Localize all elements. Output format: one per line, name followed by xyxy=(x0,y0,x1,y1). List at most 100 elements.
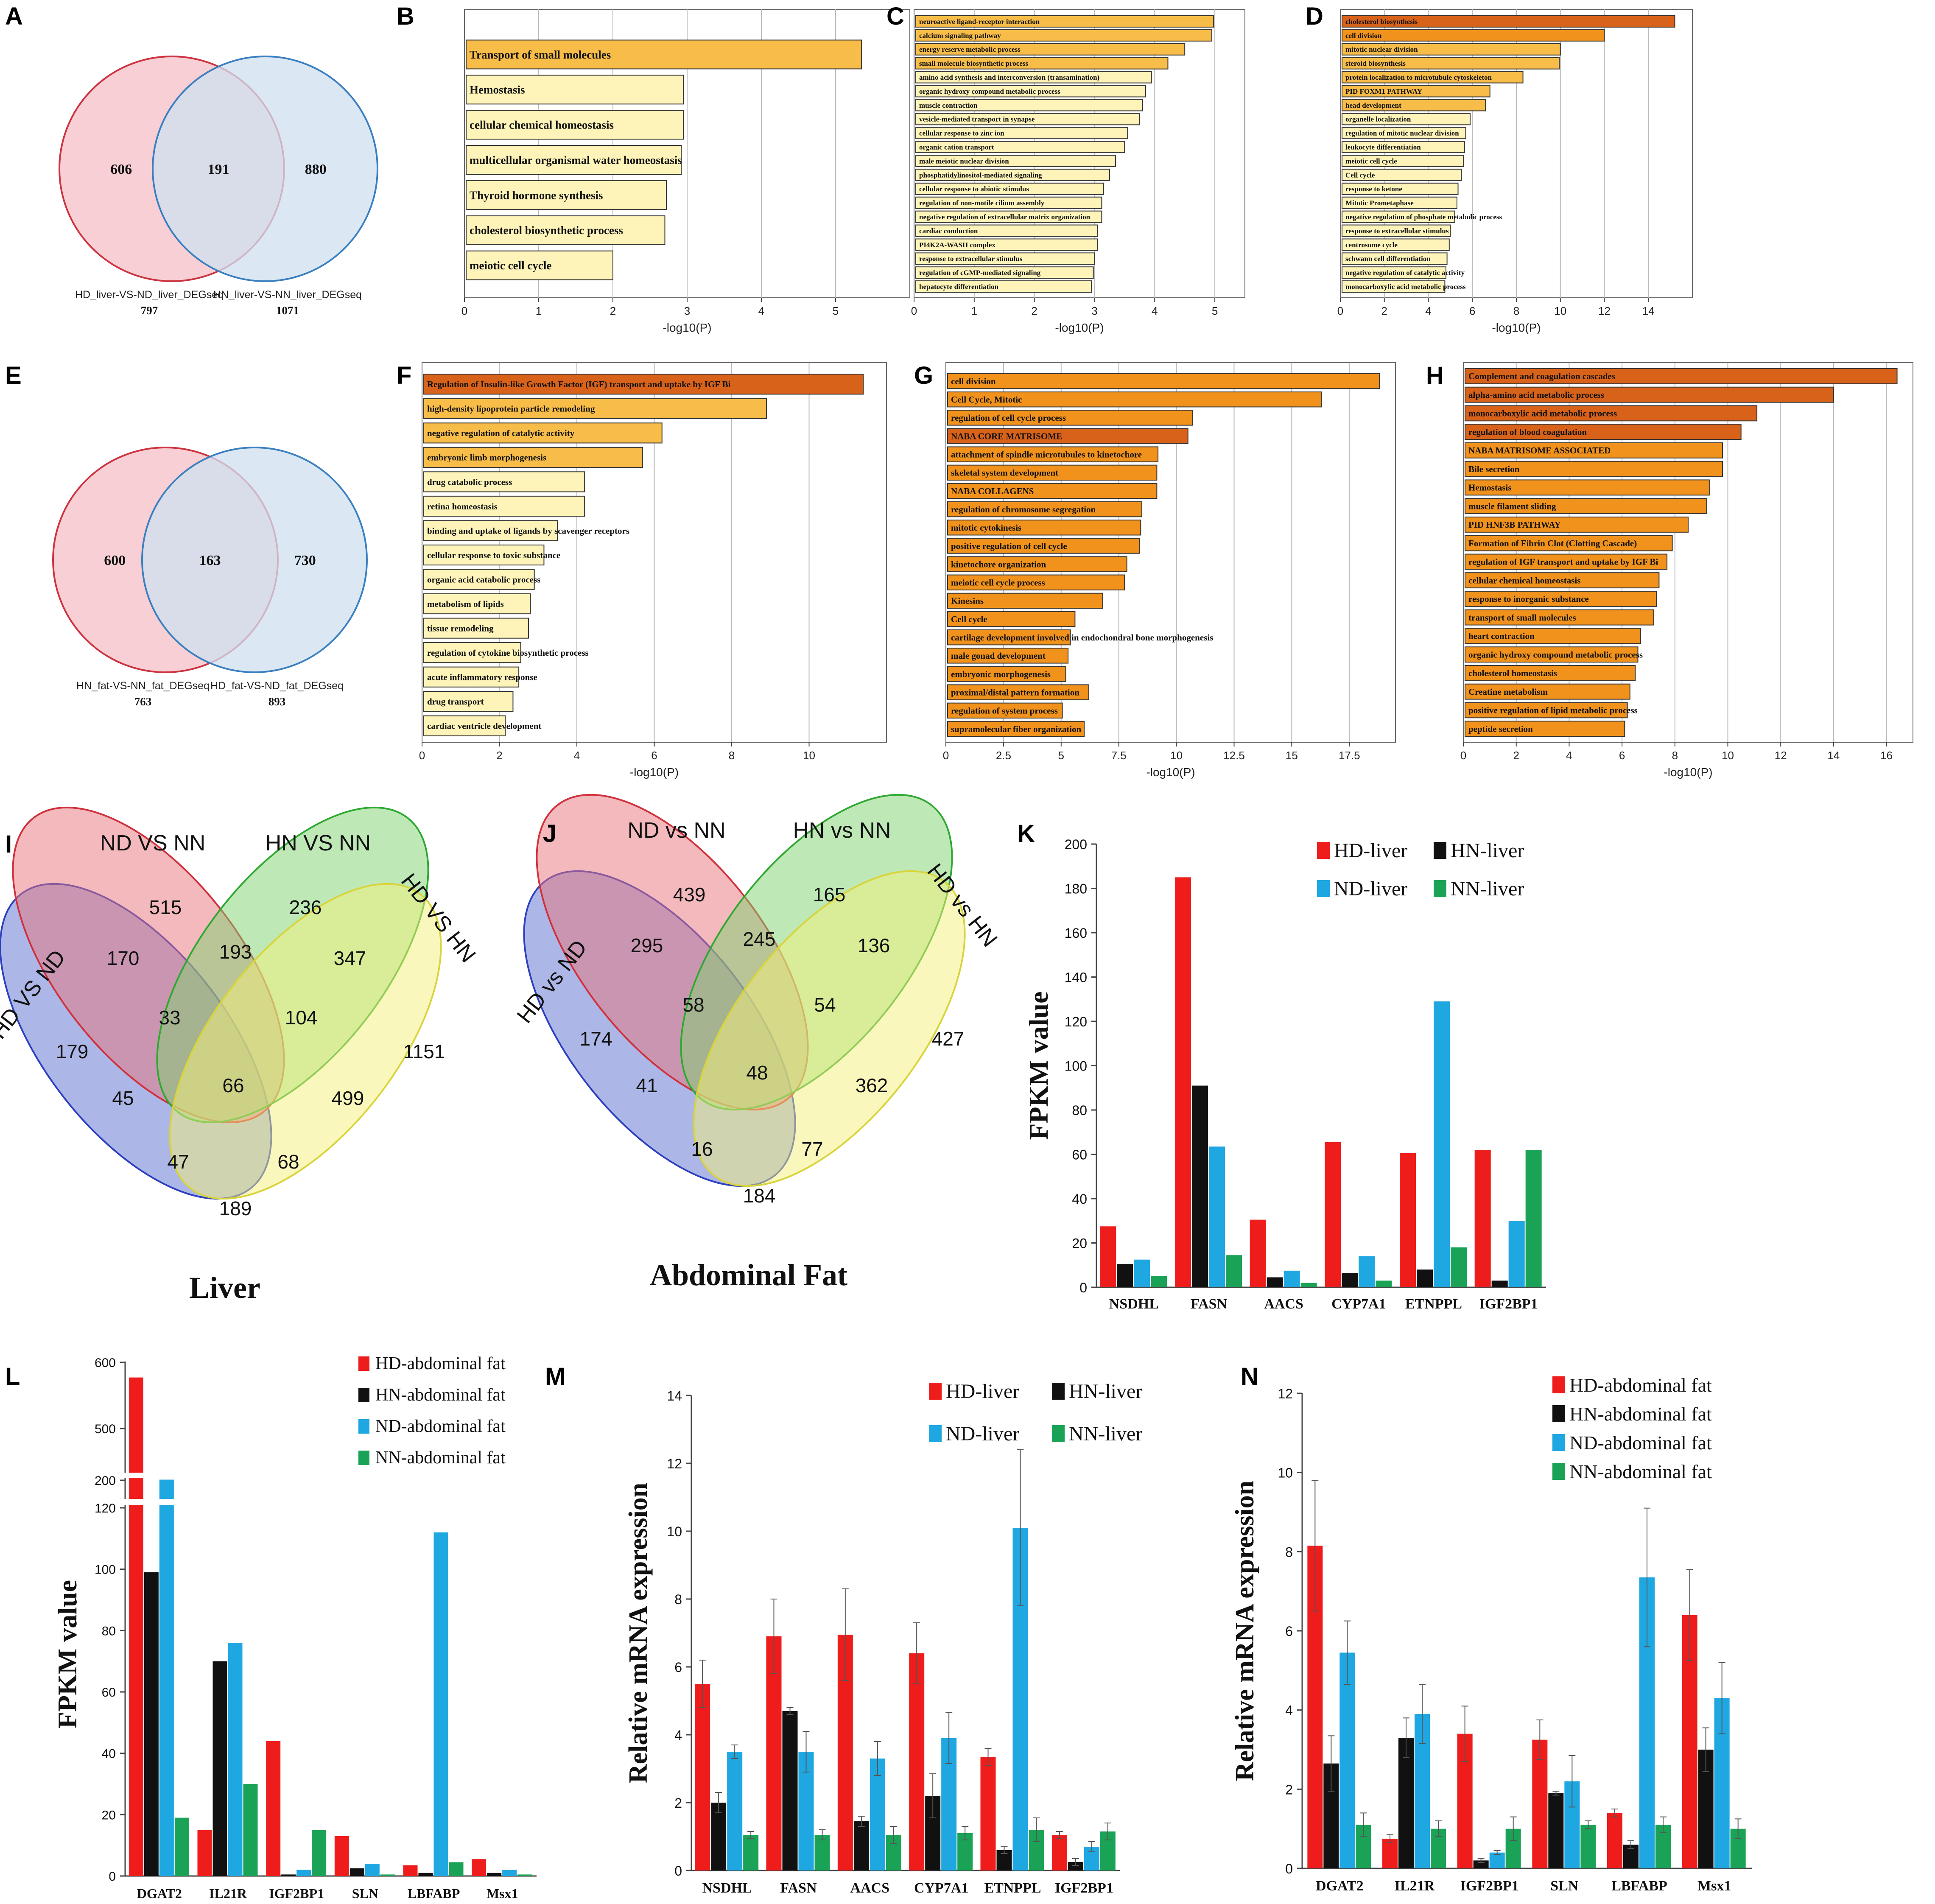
go-term-label: small molecule biosynthetic process xyxy=(919,59,1028,67)
venn-count-right: 880 xyxy=(305,162,327,177)
go-term-label: cholesterol biosynthetic process xyxy=(470,224,623,237)
x-tick-label: 0 xyxy=(1337,305,1343,317)
y-tick-label: 0 xyxy=(1285,1861,1293,1876)
go-term-label: schwann cell differentiation xyxy=(1345,255,1431,263)
bar-hn-liver xyxy=(1417,1269,1433,1287)
x-tick-label: 0 xyxy=(1460,749,1466,762)
go-bar xyxy=(423,715,506,736)
bar-chart-k: 0 20 40 60 80 100 120 140 160 180 200 FPKM value NSD… xyxy=(1023,837,1546,1312)
bar-hn-abdominal-fat xyxy=(1548,1793,1564,1868)
go-term-label: Bile secretion xyxy=(1468,464,1520,474)
go-bar xyxy=(1342,127,1466,140)
go-bar xyxy=(915,210,1102,223)
go-term-label: Kinesins xyxy=(951,596,984,606)
x-tick-label: 8 xyxy=(1672,749,1678,762)
venn2-a: 606 191 880 HD_liver-VS-ND_liver_DEGseq 797 H… xyxy=(59,56,378,317)
venn-set-total-left: 763 xyxy=(134,695,152,708)
x-category-label: ETNPPL xyxy=(1405,1296,1462,1312)
venn-set-label-left: HD_liver-VS-ND_liver_DEGseq xyxy=(75,289,224,301)
go-bar xyxy=(915,238,1098,251)
legend-swatch xyxy=(358,1356,369,1371)
bar-nd-liver xyxy=(1209,1146,1225,1287)
venn4-count-ad: 184 xyxy=(743,1185,776,1207)
x-tick-label: 2 xyxy=(1031,305,1037,317)
go-term-label: embryonic limb morphogenesis xyxy=(427,453,546,463)
go-bar xyxy=(1465,665,1636,681)
go-term-label: leukocyte differentiation xyxy=(1345,143,1421,151)
bar-nd-abdominal-fat xyxy=(502,1870,517,1876)
bar-nd-liver xyxy=(1508,1221,1525,1287)
venn4-set-label-2: HN vs NN xyxy=(793,818,891,843)
go-bar xyxy=(915,29,1212,42)
go-term-label: Cell cycle xyxy=(951,614,987,624)
go-term-label: regulation of system process xyxy=(951,706,1058,716)
x-category-label: FASN xyxy=(780,1880,817,1896)
venn4-set-label-2: HN VS NN xyxy=(266,831,371,856)
bar-hn-liver xyxy=(711,1803,727,1870)
legend-label: HD-liver xyxy=(1334,839,1407,862)
x-tick-label: 2 xyxy=(610,305,616,317)
venn-set-total-left: 797 xyxy=(141,304,158,317)
go-term-label: Creatine metabolism xyxy=(1468,687,1548,697)
venn4-set-ellipse xyxy=(693,870,966,1187)
panel-letter-e: E xyxy=(5,362,22,389)
x-category-label: LBFABP xyxy=(408,1886,460,1901)
venn4-set-label-1: ND VS NN xyxy=(100,831,205,856)
panel-letter-a: A xyxy=(5,3,23,30)
bar-nn-abdominal-fat xyxy=(174,1817,189,1876)
legend-swatch xyxy=(1052,1425,1065,1442)
bar-hn-liver xyxy=(853,1821,869,1870)
go-bar xyxy=(1465,368,1898,384)
bar-nn-liver xyxy=(814,1835,830,1870)
panel-letter-i: I xyxy=(5,830,12,858)
x-tick-label: 0 xyxy=(911,305,917,317)
panel-letter-f: F xyxy=(397,362,411,389)
go-term-label: embryonic morphogenesis xyxy=(951,669,1051,679)
x-category-label: IL21R xyxy=(209,1886,247,1901)
go-term-label: organic acid catabolic process xyxy=(427,574,540,584)
panel-letter-d: D xyxy=(1306,3,1323,30)
y-tick-label: 0 xyxy=(1079,1280,1087,1295)
go-term-label: regulation of blood coagulation xyxy=(1468,427,1587,437)
x-tick-label: 2 xyxy=(496,749,502,762)
go-bar xyxy=(1342,182,1459,195)
go-bar xyxy=(915,57,1169,70)
bar-hd-abdominal-fat xyxy=(334,1836,349,1876)
legend-label: ND-abdominal fat xyxy=(375,1417,506,1436)
y-tick-label: 2 xyxy=(674,1795,682,1811)
venn4-set-label-1: ND vs NN xyxy=(627,818,725,843)
bar-nn-abdominal-fat xyxy=(243,1784,258,1876)
go-bar xyxy=(1342,266,1446,279)
go-term-label: meiotic cell cycle xyxy=(470,259,551,272)
go-bar xyxy=(915,224,1098,237)
go-term-label: cartilage development involved in endoch… xyxy=(951,632,1213,643)
go-term-label: proximal/distal pattern formation xyxy=(951,687,1079,697)
go-bar xyxy=(947,520,1141,536)
bar-hd-abdominal-fat xyxy=(1532,1739,1548,1868)
go-bar xyxy=(947,702,1063,719)
venn4-title: Abdominal Fat xyxy=(650,1258,847,1292)
go-bar xyxy=(915,127,1128,140)
go-term-label: positive regulation of lipid metabolic p… xyxy=(1468,705,1638,716)
x-tick-label: 12.5 xyxy=(1223,749,1245,762)
venn4-title: Liver xyxy=(189,1271,260,1305)
x-tick-label: 1 xyxy=(536,305,542,317)
go-bar xyxy=(466,39,862,70)
y-tick-label: 6 xyxy=(674,1660,682,1675)
go-bar xyxy=(423,544,545,566)
panel-letter-l: L xyxy=(5,1363,20,1390)
plot-frame xyxy=(1463,362,1913,743)
go-bar xyxy=(1465,461,1723,477)
bar-nn-liver xyxy=(1376,1281,1392,1287)
go-term-label: NABA COLLAGENS xyxy=(951,486,1034,496)
go-bar xyxy=(423,520,558,541)
go-term-label: regulation of cell cycle process xyxy=(951,413,1066,423)
x-tick-label: 4 xyxy=(1566,749,1572,762)
venn-set-total-right: 893 xyxy=(268,695,286,708)
y-tick-label: 120 xyxy=(1065,1014,1087,1029)
go-bar xyxy=(947,538,1140,554)
x-tick-label: 10 xyxy=(1722,749,1734,762)
venn4-count-a: 179 xyxy=(56,1040,89,1062)
go-term-label: organic hydroxy compound metabolic proce… xyxy=(919,87,1060,95)
x-tick-label: 2 xyxy=(1381,305,1387,317)
